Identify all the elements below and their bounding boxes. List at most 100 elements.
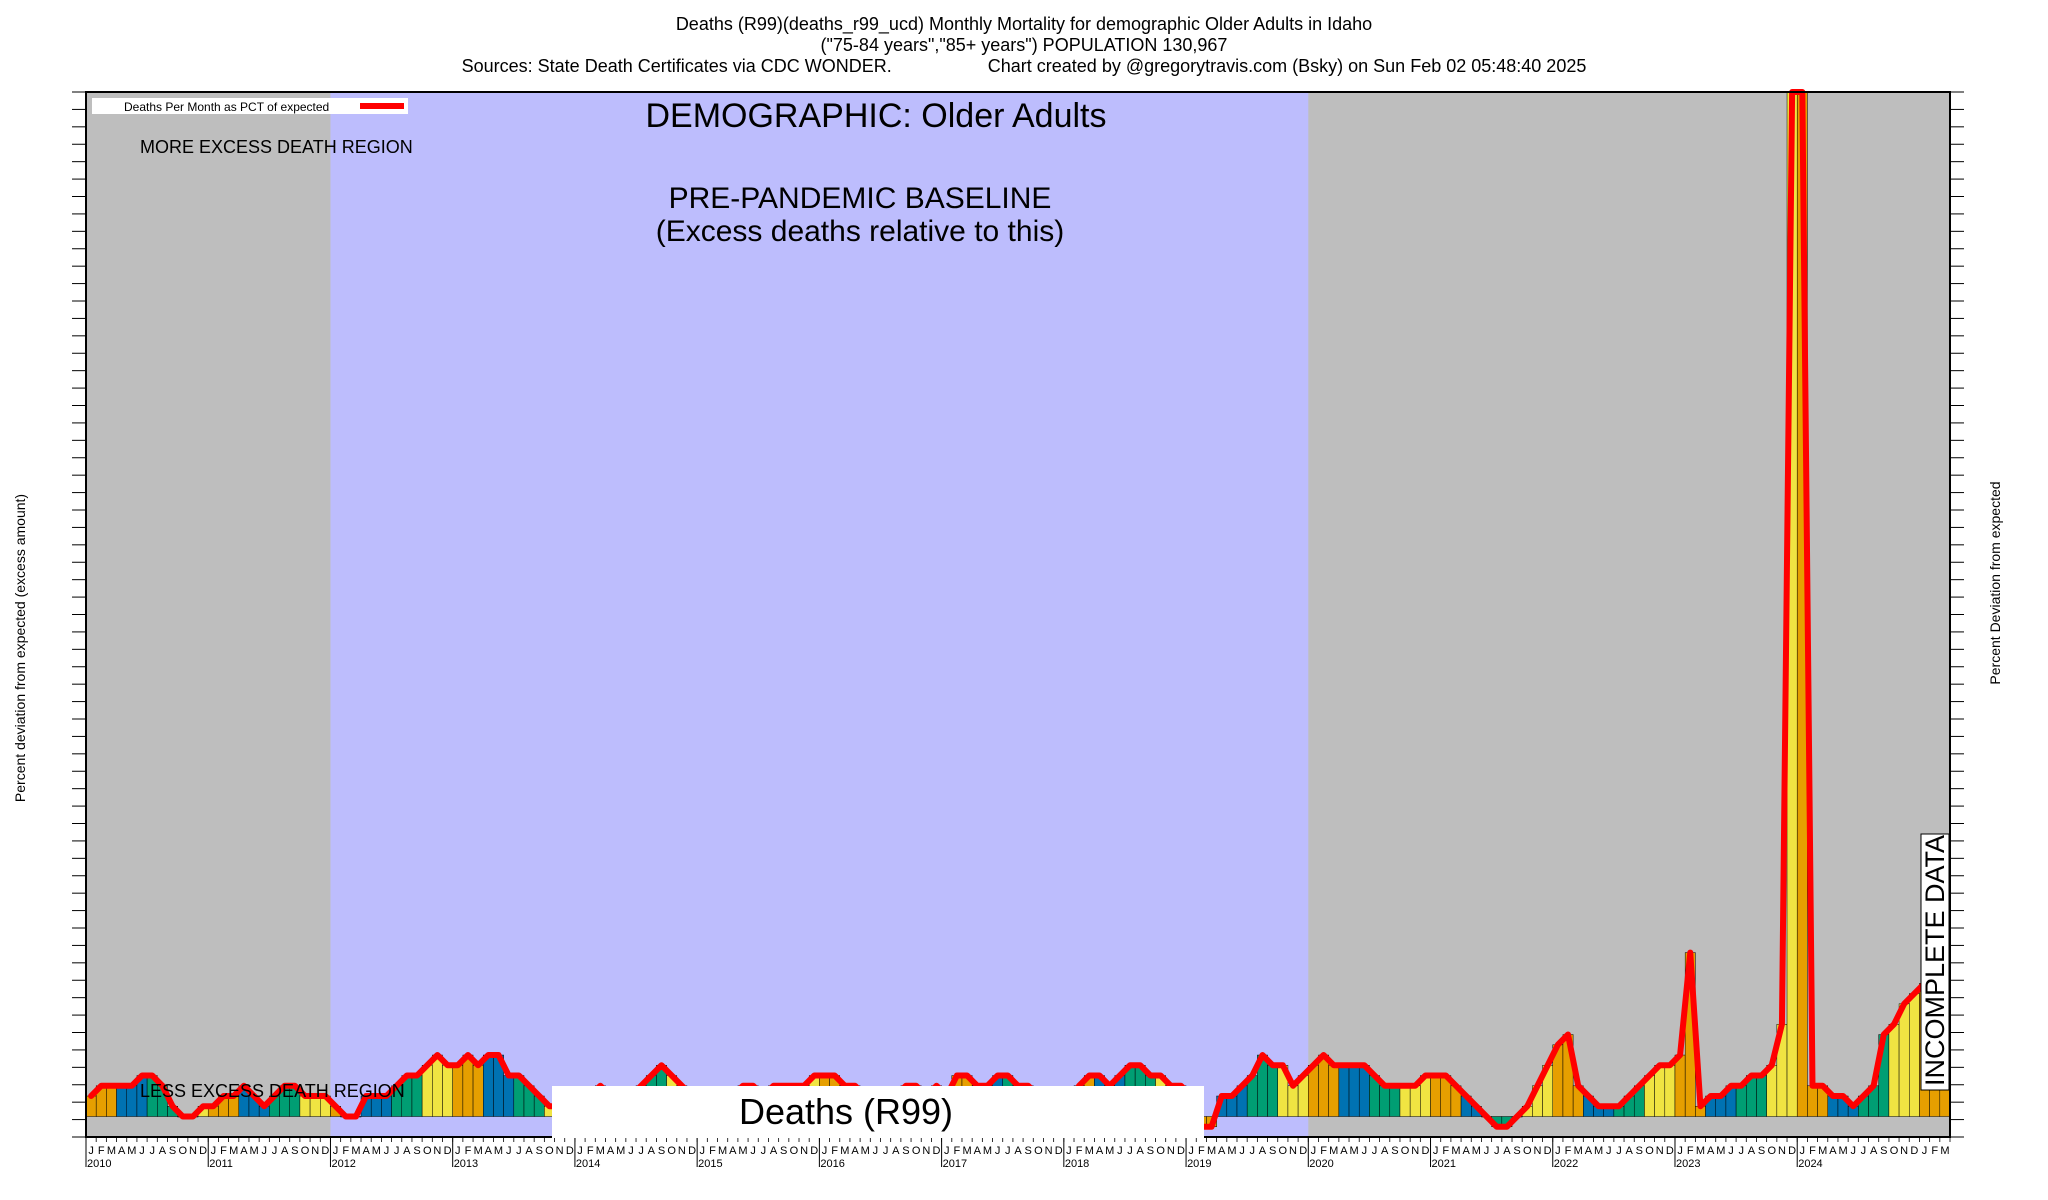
bar — [1898, 1003, 1910, 1117]
month-label: S — [1025, 1145, 1032, 1157]
bar — [503, 1075, 515, 1117]
month-label: J — [1738, 1145, 1744, 1157]
year-label: 2022 — [1554, 1158, 1578, 1170]
month-label: A — [1625, 1145, 1633, 1157]
month-label: J — [822, 1145, 828, 1157]
month-label: J — [1850, 1145, 1856, 1157]
month-label: D — [1544, 1145, 1552, 1157]
month-label: F — [1076, 1145, 1083, 1157]
month-label: M — [718, 1145, 727, 1157]
month-label: J — [1606, 1145, 1612, 1157]
bar — [1756, 1075, 1767, 1117]
bar — [1389, 1085, 1401, 1117]
month-label: N — [189, 1145, 197, 1157]
month-label: S — [169, 1145, 176, 1157]
bar — [1430, 1075, 1441, 1117]
year-label: 2017 — [943, 1158, 967, 1170]
month-label: O — [1890, 1145, 1899, 1157]
month-label: F — [1320, 1145, 1327, 1157]
month-label: J — [1117, 1145, 1123, 1157]
month-label: O — [545, 1145, 554, 1157]
month-label: N — [922, 1145, 930, 1157]
month-label: F — [1198, 1145, 1205, 1157]
month-label: D — [199, 1145, 207, 1157]
month-label: F — [220, 1145, 227, 1157]
year-label: 2021 — [1432, 1158, 1456, 1170]
month-label: F — [465, 1145, 472, 1157]
month-label: A — [1381, 1145, 1389, 1157]
month-label: O — [1401, 1145, 1410, 1157]
month-label: D — [1788, 1145, 1796, 1157]
month-label: D — [1177, 1145, 1185, 1157]
bar — [106, 1085, 117, 1117]
month-label: D — [933, 1145, 941, 1157]
month-label: N — [433, 1145, 441, 1157]
month-label: J — [1239, 1145, 1245, 1157]
month-label: A — [362, 1145, 370, 1157]
year-label: 2018 — [1065, 1158, 1089, 1170]
month-label: J — [1066, 1145, 1072, 1157]
baseline-subtitle: (Excess deaths relative to this) — [656, 215, 1065, 248]
bar — [1888, 1024, 1900, 1117]
month-label: D — [688, 1145, 696, 1157]
month-label: M — [1350, 1145, 1359, 1157]
month-label: S — [902, 1145, 909, 1157]
year-label: 2014 — [576, 1158, 600, 1170]
month-label: D — [1910, 1145, 1918, 1157]
month-label: F — [1809, 1145, 1816, 1157]
month-label: M — [962, 1145, 971, 1157]
bar — [462, 1054, 474, 1117]
month-label: S — [1758, 1145, 1765, 1157]
month-label: J — [333, 1145, 339, 1157]
cause-box — [552, 1086, 1204, 1138]
month-label: A — [1137, 1145, 1145, 1157]
bar — [411, 1075, 423, 1117]
month-label: A — [118, 1145, 126, 1157]
bar — [116, 1085, 127, 1117]
month-label: M — [616, 1145, 625, 1157]
month-label: N — [1289, 1145, 1297, 1157]
bar — [1338, 1065, 1350, 1117]
incomplete-label: INCOMPLETE DATA — [1920, 835, 1950, 1086]
month-label: J — [883, 1145, 889, 1157]
month-label: A — [770, 1145, 778, 1157]
incomplete-box — [1920, 833, 1950, 1091]
month-label: J — [1433, 1145, 1439, 1157]
month-label: S — [1880, 1145, 1887, 1157]
month-label: M — [1207, 1145, 1216, 1157]
bar — [483, 1054, 494, 1117]
month-label: A — [729, 1145, 737, 1157]
month-label: F — [1565, 1145, 1572, 1157]
month-label: S — [536, 1145, 543, 1157]
month-label: J — [1800, 1145, 1806, 1157]
month-label: N — [800, 1145, 808, 1157]
sources-text: Sources: State Death Certificates via CD… — [461, 56, 892, 76]
month-label: M — [1329, 1145, 1338, 1157]
month-label: J — [1372, 1145, 1378, 1157]
month-label: D — [321, 1145, 329, 1157]
month-label: N — [678, 1145, 686, 1157]
line-layer — [88, 89, 1948, 1130]
month-label: O — [1156, 1145, 1165, 1157]
month-label: O — [1767, 1145, 1776, 1157]
month-label: A — [1340, 1145, 1348, 1157]
month-label: A — [851, 1145, 859, 1157]
bar — [1409, 1085, 1421, 1117]
year-label: 2015 — [698, 1158, 722, 1170]
month-label: A — [974, 1145, 982, 1157]
month-label: D — [1299, 1145, 1307, 1157]
month-label: F — [709, 1145, 716, 1157]
chart-sources-line: Sources: State Death Certificates via CD… — [0, 56, 2048, 77]
bar — [1735, 1085, 1747, 1117]
month-label: M — [1818, 1145, 1827, 1157]
month-label: J — [638, 1145, 644, 1157]
month-label: M — [372, 1145, 381, 1157]
month-label: M — [1574, 1145, 1583, 1157]
month-label: J — [1728, 1145, 1734, 1157]
month-label: A — [1748, 1145, 1756, 1157]
cause-box-label: Deaths (R99) — [739, 1091, 953, 1132]
month-label: J — [506, 1145, 512, 1157]
month-label: N — [1656, 1145, 1664, 1157]
month-label: O — [1034, 1145, 1043, 1157]
